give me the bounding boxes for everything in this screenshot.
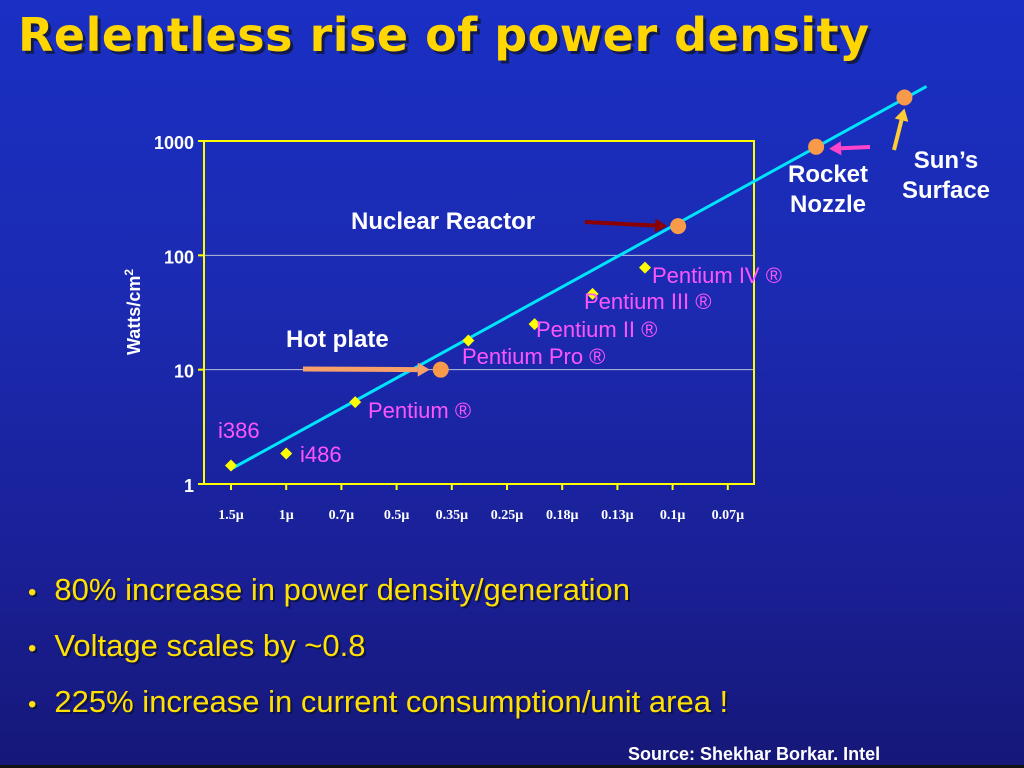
rocket-nozzle-label-line: Nozzle <box>790 191 866 218</box>
x-tick-label: 0.1μ <box>660 508 686 523</box>
x-tick-label: 0.13μ <box>601 508 634 523</box>
processor-label: i486 <box>300 442 342 467</box>
processor-marker <box>280 447 293 460</box>
bullet-marker: • <box>28 579 37 606</box>
bullet-marker: • <box>28 691 37 718</box>
hot-plate-arrow-head <box>417 362 430 377</box>
nuclear-reactor-arrow-shaft <box>584 220 656 228</box>
y-axis-label: Watts/cm2 <box>122 269 144 355</box>
sun-surface-label: Sun’s Surface <box>902 147 990 204</box>
reference-marker <box>896 89 913 106</box>
reference-marker <box>432 361 449 378</box>
reference-marker <box>670 218 687 235</box>
y-tick-label: 1000 <box>154 133 194 153</box>
sun-surface-arrow-head <box>894 108 909 122</box>
plot-frame <box>203 140 755 485</box>
bullet-item: • Voltage scales by ~0.8 <box>28 626 728 682</box>
bullet-text: Voltage scales by ~0.8 <box>54 628 366 663</box>
x-tick-label: 1μ <box>279 508 294 523</box>
bullet-marker: • <box>28 635 37 662</box>
sun-surface-arrow-shaft <box>892 119 904 151</box>
y-axis-label-superscript: 2 <box>122 269 136 276</box>
rocket-nozzle-label-line: Rocket <box>788 161 868 188</box>
bullet-item: • 80% increase in power density/generatio… <box>28 570 728 626</box>
processor-label: Pentium III ® <box>584 289 711 314</box>
bullet-text: 225% increase in current consumption/uni… <box>54 684 729 719</box>
reference-marker <box>808 138 825 155</box>
hot-plate-label: Hot plate <box>286 326 389 353</box>
x-tick-label: 0.7μ <box>329 508 355 523</box>
processor-marker <box>462 334 475 347</box>
nuclear-reactor-arrow-head <box>654 218 668 233</box>
x-tick-label: 1.5μ <box>218 508 244 523</box>
x-tick-label: 0.07μ <box>712 508 745 523</box>
bottom-divider <box>0 765 1024 768</box>
bullet-text: 80% increase in power density/generation <box>54 572 630 607</box>
y-tick-label: 10 <box>174 362 194 382</box>
hot-plate-arrow-shaft <box>302 366 418 373</box>
y-tick-label: 100 <box>164 247 194 267</box>
processor-marker <box>586 287 599 300</box>
rocket-nozzle-arrow-head <box>829 141 842 156</box>
processor-marker <box>639 261 651 274</box>
x-tick-label: 0.5μ <box>384 508 410 523</box>
bullet-list: • 80% increase in power density/generatio… <box>28 570 728 738</box>
x-tick-label: 0.18μ <box>546 508 579 523</box>
slide-title: Relentless rise of power density <box>18 8 870 62</box>
bullet-item: • 225% increase in current consumption/un… <box>28 682 728 738</box>
x-tick-label: 0.25μ <box>491 508 524 523</box>
processor-marker <box>225 459 237 472</box>
x-tick-label: 0.35μ <box>436 508 469 523</box>
sun-surface-label-line: Surface <box>902 177 990 204</box>
processor-label: Pentium II ® <box>536 317 657 342</box>
processor-label: i386 <box>218 418 260 443</box>
y-tick-label: 1 <box>184 476 194 496</box>
rocket-nozzle-arrow-shaft <box>841 145 871 151</box>
processor-label: Pentium ® <box>368 398 471 423</box>
rocket-nozzle-label: Rocket Nozzle <box>788 161 868 218</box>
processor-marker <box>528 318 541 331</box>
processor-marker <box>349 396 362 409</box>
processor-label: Pentium IV ® <box>652 263 782 288</box>
processor-label: Pentium Pro ® <box>462 344 605 369</box>
sun-surface-label-line: Sun’s <box>914 147 978 174</box>
source-caption: Source: Shekhar Borkar. Intel <box>628 744 881 764</box>
nuclear-reactor-label: Nuclear Reactor <box>351 208 535 235</box>
